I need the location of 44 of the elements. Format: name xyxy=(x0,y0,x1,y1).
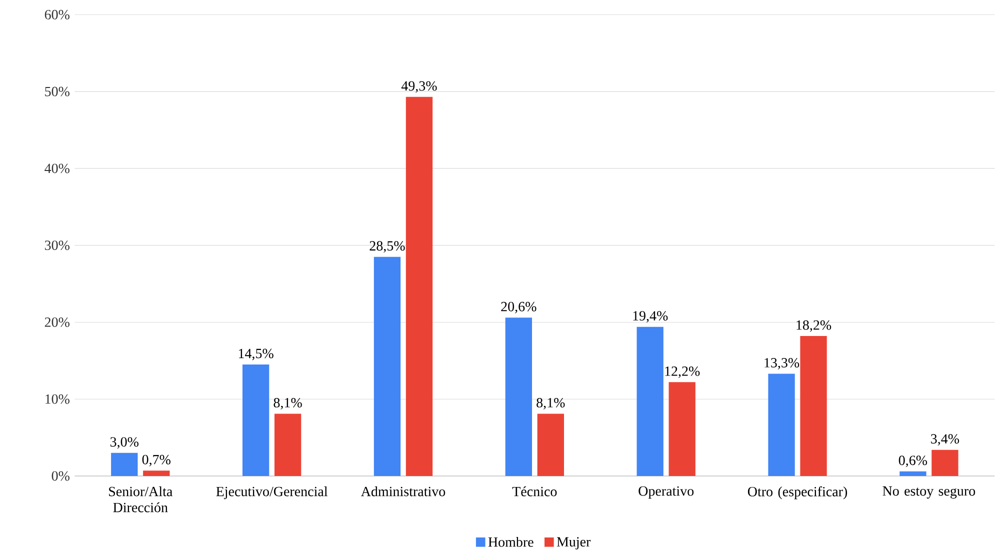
y-tick-label: 40% xyxy=(44,164,70,174)
bar xyxy=(406,96,433,476)
x-tick-label: No estoy seguro xyxy=(882,486,976,499)
data-label: 19,4% xyxy=(633,311,668,323)
data-label: 20,6% xyxy=(501,302,536,314)
y-tick-label: 30% xyxy=(44,240,70,250)
y-tick-label: 20% xyxy=(44,317,70,327)
bar xyxy=(143,470,170,476)
bar xyxy=(768,374,795,476)
bar xyxy=(537,414,564,476)
data-label: 3,0% xyxy=(110,437,138,449)
bar xyxy=(505,318,532,476)
x-tick-label: Operativo xyxy=(638,486,694,499)
data-label: 3,4% xyxy=(931,434,960,446)
data-label: 12,2% xyxy=(665,366,700,378)
bar xyxy=(668,382,696,476)
data-label: 8,1% xyxy=(274,398,302,410)
legend-label: Mujer xyxy=(556,537,591,550)
data-label: 13,3% xyxy=(764,358,800,370)
x-tick-label: Técnico xyxy=(512,486,557,496)
x-tick-label: Senior/Alta Dirección xyxy=(109,486,172,512)
bar xyxy=(274,414,302,476)
bar xyxy=(242,364,270,476)
y-tick-label: 60% xyxy=(44,10,70,20)
x-tick-label: Administrativo xyxy=(361,486,446,496)
data-label: 28,5% xyxy=(370,241,405,253)
bar xyxy=(374,256,401,476)
bar xyxy=(900,471,926,476)
data-label: 49,3% xyxy=(401,81,437,93)
data-label: 8,1% xyxy=(536,398,565,410)
x-tick-label: Ejecutivo/Gerencial xyxy=(216,486,328,500)
bar xyxy=(932,450,958,476)
x-tick-label: Otro (especificar) xyxy=(748,486,848,500)
legend-label: Hombre xyxy=(488,536,534,547)
data-label: 14,5% xyxy=(238,348,274,360)
bar xyxy=(636,326,664,476)
bar xyxy=(111,452,138,476)
y-tick-label: 50% xyxy=(45,86,70,96)
y-tick-label: 10% xyxy=(46,394,70,404)
bar xyxy=(800,336,827,476)
data-label: 0,7% xyxy=(142,454,170,466)
y-tick-label: 0% xyxy=(52,471,70,481)
data-label: 0,6% xyxy=(898,456,928,468)
data-label: 18,2% xyxy=(796,320,832,332)
